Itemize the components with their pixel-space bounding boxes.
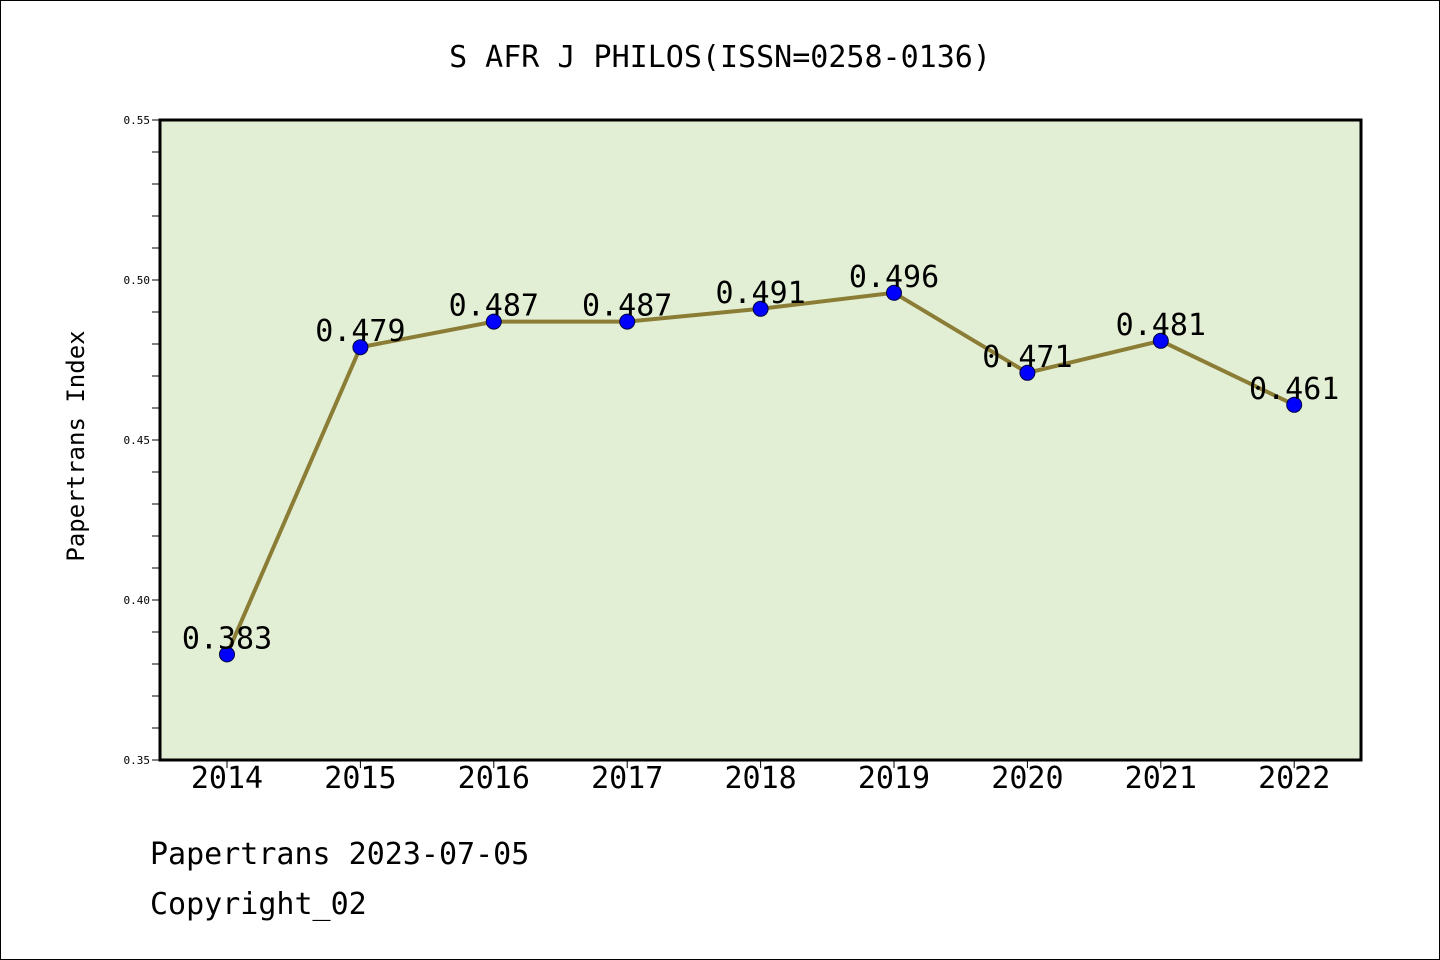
data-label: 0.491 — [715, 276, 805, 311]
x-tick-label: 2019 — [858, 761, 930, 796]
footer-copyright: Copyright_02 — [150, 887, 367, 922]
y-tick-label: 0.55 — [124, 114, 151, 127]
data-label: 0.487 — [449, 289, 539, 324]
data-point — [886, 284, 902, 301]
data-label: 0.479 — [315, 314, 405, 349]
data-label: 0.471 — [982, 340, 1072, 375]
data-point — [1286, 396, 1303, 413]
x-tick-label: 2014 — [191, 761, 263, 796]
data-markers — [219, 284, 1303, 663]
plot-border — [158, 118, 1363, 762]
x-tick-label: 2021 — [1125, 761, 1197, 796]
data-label: 0.481 — [1116, 308, 1206, 343]
x-tick-label: 2020 — [991, 761, 1063, 796]
y-tick-label: 0.35 — [124, 754, 151, 767]
chart-title: S AFR J PHILOS(ISSN=0258-0136) — [449, 40, 991, 75]
x-tick-label: 2018 — [724, 761, 796, 796]
data-point — [352, 339, 369, 356]
data-point — [1019, 364, 1036, 381]
data-label: 0.461 — [1249, 372, 1339, 407]
y-tick-label: 0.50 — [124, 274, 151, 287]
x-tick-label: 2016 — [458, 761, 530, 796]
y-tick-label: 0.40 — [124, 594, 151, 607]
plot-area — [160, 120, 1361, 760]
x-tick-label: 2017 — [591, 761, 663, 796]
x-tick-label: 2015 — [324, 761, 396, 796]
data-point — [619, 313, 636, 330]
footer-date: Papertrans 2023-07-05 — [150, 837, 529, 872]
data-point — [752, 300, 769, 317]
data-point — [1152, 332, 1169, 349]
data-point — [485, 313, 502, 330]
y-axis-ticks: 0.35 0.40 0.45 0.50 0.55 2014 2015 2016 2017 2018… — [124, 114, 1331, 796]
data-label: 0.496 — [849, 260, 939, 295]
x-tick-label: 2022 — [1258, 761, 1330, 796]
data-point — [219, 646, 235, 663]
data-label: 0.383 — [182, 621, 272, 656]
y-tick-label: 0.45 — [124, 434, 151, 447]
y-axis-label: Papertrans Index — [62, 330, 90, 561]
data-label: 0.487 — [582, 289, 672, 324]
data-labels: 0.383 0.479 0.487 0.487 0.491 0.496 0.471 0.481… — [182, 260, 1340, 657]
